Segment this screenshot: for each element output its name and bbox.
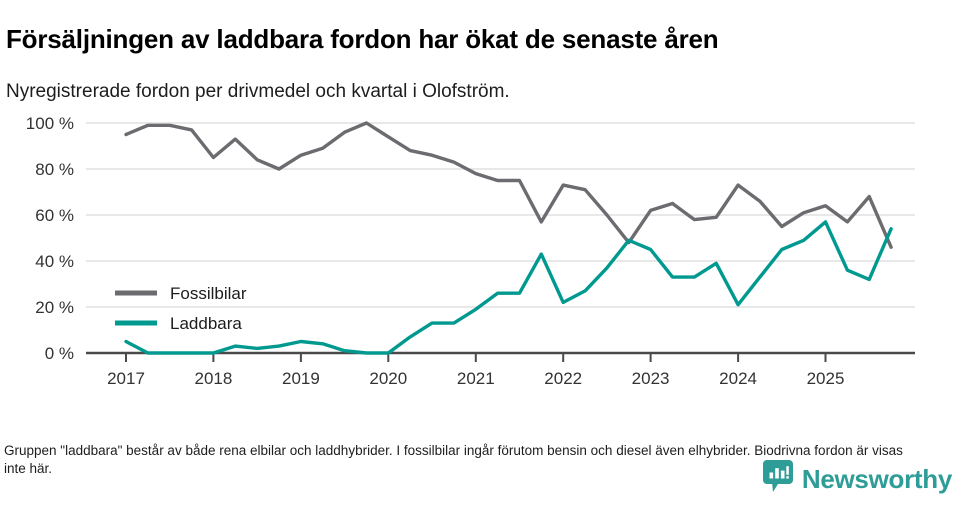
x-axis-tick-label: 2022	[544, 369, 582, 388]
y-axis-tick-labels: 0 % 20 % 40 % 60 % 80 % 100 %	[26, 114, 74, 363]
x-axis-tick-label: 2024	[719, 369, 757, 388]
series-line-fossilbilar	[124, 121, 893, 249]
chart-subtitle: Nyregistrerade fordon per drivmedel och …	[6, 80, 510, 102]
x-axis-tick-label: 2021	[457, 369, 495, 388]
y-axis-tick-label: 20 %	[35, 298, 74, 317]
x-axis-tick-label: 2018	[194, 369, 232, 388]
chart-legend: Fossilbilar Laddbara	[115, 284, 247, 333]
data-series-lines	[124, 121, 893, 355]
y-axis-tick-label: 80 %	[35, 160, 74, 179]
x-axis-tick-label: 2017	[107, 369, 145, 388]
chart-plot-area: 0 % 20 % 40 % 60 % 80 % 100 % 2017 2018 2019 202…	[0, 105, 960, 395]
brand-logo: Newsworthy	[762, 460, 952, 497]
legend-label: Fossilbilar	[170, 284, 247, 303]
y-axis-tick-label: 100 %	[26, 114, 74, 133]
line-chart: 0 % 20 % 40 % 60 % 80 % 100 % 2017 2018 2019 202…	[26, 114, 915, 388]
newsworthy-bubble-chart-icon	[762, 460, 793, 497]
x-axis-tick-label: 2019	[282, 369, 320, 388]
y-axis-tick-label: 0 %	[45, 344, 74, 363]
x-axis-ticks	[125, 353, 827, 362]
x-axis-tick-label: 2020	[369, 369, 407, 388]
chart-footnote: Gruppen "laddbara" består av både rena e…	[4, 442, 903, 476]
series-line-laddbara	[124, 220, 893, 355]
y-axis-tick-label: 60 %	[35, 206, 74, 225]
x-axis-tick-label: 2025	[807, 369, 845, 388]
x-axis-tick-label: 2023	[632, 369, 670, 388]
brand-name: Newsworthy	[801, 463, 952, 494]
legend-label: Laddbara	[170, 314, 242, 333]
page-title: Försäljningen av laddbara fordon har öka…	[6, 24, 719, 55]
x-axis-tick-labels: 2017 2018 2019 2020 2021 2022 2023 2024 2025	[107, 369, 844, 388]
gridlines	[86, 122, 915, 308]
y-axis-tick-label: 40 %	[35, 252, 74, 271]
